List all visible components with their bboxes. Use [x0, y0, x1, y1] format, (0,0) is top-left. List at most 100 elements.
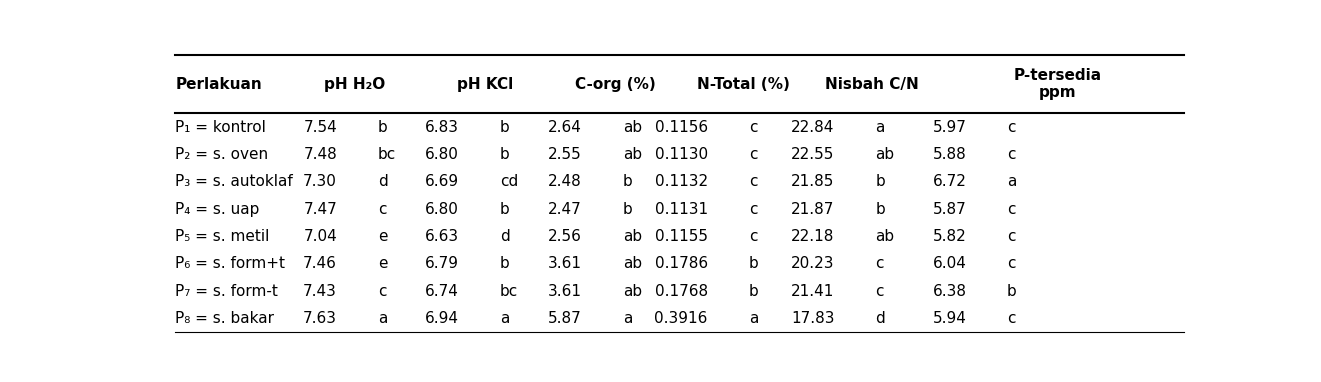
Text: b: b [1007, 284, 1016, 299]
Text: b: b [499, 256, 510, 272]
Text: 7.43: 7.43 [304, 284, 337, 299]
Text: 2.47: 2.47 [548, 202, 581, 217]
Text: b: b [499, 120, 510, 135]
Text: 17.83: 17.83 [791, 311, 835, 326]
Text: P₄ = s. uap: P₄ = s. uap [176, 202, 260, 217]
Text: c: c [749, 147, 757, 162]
Text: 22.18: 22.18 [791, 229, 835, 244]
Text: 0.1155: 0.1155 [655, 229, 708, 244]
Text: bc: bc [378, 147, 396, 162]
Text: 7.47: 7.47 [304, 202, 337, 217]
Text: c: c [1007, 311, 1015, 326]
Text: cd: cd [499, 174, 518, 189]
Text: 6.79: 6.79 [425, 256, 458, 272]
Text: c: c [1007, 120, 1015, 135]
Text: P₆ = s. form+t: P₆ = s. form+t [176, 256, 285, 272]
Text: P₁ = kontrol: P₁ = kontrol [176, 120, 267, 135]
Text: 22.55: 22.55 [791, 147, 835, 162]
Text: 21.87: 21.87 [791, 202, 835, 217]
Text: b: b [622, 202, 633, 217]
Text: c: c [1007, 202, 1015, 217]
Text: 7.63: 7.63 [303, 311, 337, 326]
Text: C-org (%): C-org (%) [575, 76, 657, 92]
Text: P₅ = s. metil: P₅ = s. metil [176, 229, 269, 244]
Text: 7.30: 7.30 [304, 174, 337, 189]
Text: P₂ = s. oven: P₂ = s. oven [176, 147, 268, 162]
Text: 6.63: 6.63 [425, 229, 458, 244]
Text: c: c [1007, 229, 1015, 244]
Text: a: a [876, 120, 885, 135]
Text: c: c [749, 120, 757, 135]
Text: 7.54: 7.54 [304, 120, 337, 135]
Text: 5.97: 5.97 [933, 120, 967, 135]
Text: 6.38: 6.38 [933, 284, 967, 299]
Text: a: a [622, 311, 633, 326]
Text: 2.48: 2.48 [548, 174, 581, 189]
Text: 7.48: 7.48 [304, 147, 337, 162]
Text: 5.87: 5.87 [548, 311, 581, 326]
Text: c: c [378, 284, 387, 299]
Text: c: c [749, 202, 757, 217]
Text: d: d [378, 174, 388, 189]
Text: bc: bc [499, 284, 518, 299]
Text: e: e [378, 256, 387, 272]
Text: ab: ab [876, 147, 894, 162]
Text: b: b [622, 174, 633, 189]
Text: 6.80: 6.80 [425, 202, 458, 217]
Text: 0.1132: 0.1132 [655, 174, 708, 189]
Text: 0.1131: 0.1131 [655, 202, 708, 217]
Text: b: b [876, 202, 885, 217]
Text: P₇ = s. form-t: P₇ = s. form-t [176, 284, 279, 299]
Text: 6.74: 6.74 [425, 284, 458, 299]
Text: b: b [876, 174, 885, 189]
Text: c: c [876, 284, 884, 299]
Text: N-Total (%): N-Total (%) [697, 76, 790, 92]
Text: pH H₂O: pH H₂O [324, 76, 386, 92]
Text: c: c [1007, 147, 1015, 162]
Text: b: b [749, 256, 758, 272]
Text: 0.1156: 0.1156 [655, 120, 708, 135]
Text: 5.88: 5.88 [933, 147, 967, 162]
Text: 21.41: 21.41 [791, 284, 835, 299]
Text: 5.87: 5.87 [933, 202, 967, 217]
Text: a: a [1007, 174, 1016, 189]
Text: Nisbah C/N: Nisbah C/N [824, 76, 918, 92]
Text: ab: ab [876, 229, 894, 244]
Text: 3.61: 3.61 [548, 256, 581, 272]
Text: 6.69: 6.69 [425, 174, 458, 189]
Text: a: a [499, 311, 510, 326]
Text: b: b [749, 284, 758, 299]
Text: 7.04: 7.04 [304, 229, 337, 244]
Text: 2.55: 2.55 [548, 147, 581, 162]
Text: 2.64: 2.64 [548, 120, 581, 135]
Text: ab: ab [622, 120, 642, 135]
Text: 0.1786: 0.1786 [655, 256, 708, 272]
Text: 22.84: 22.84 [791, 120, 835, 135]
Text: 0.1768: 0.1768 [655, 284, 708, 299]
Text: b: b [499, 147, 510, 162]
Text: c: c [749, 229, 757, 244]
Text: pH KCl: pH KCl [457, 76, 514, 92]
Text: 6.83: 6.83 [425, 120, 458, 135]
Text: Perlakuan: Perlakuan [176, 76, 262, 92]
Text: ab: ab [622, 147, 642, 162]
Text: a: a [749, 311, 758, 326]
Text: 5.82: 5.82 [933, 229, 967, 244]
Text: 6.72: 6.72 [933, 174, 967, 189]
Text: a: a [378, 311, 387, 326]
Text: P-tersedia
ppm: P-tersedia ppm [1013, 68, 1102, 100]
Text: P₈ = s. bakar: P₈ = s. bakar [176, 311, 275, 326]
Text: e: e [378, 229, 387, 244]
Text: 7.46: 7.46 [304, 256, 337, 272]
Text: c: c [749, 174, 757, 189]
Text: d: d [876, 311, 885, 326]
Text: 0.3916: 0.3916 [654, 311, 708, 326]
Text: 20.23: 20.23 [791, 256, 835, 272]
Text: c: c [378, 202, 387, 217]
Text: 6.80: 6.80 [425, 147, 458, 162]
Text: 2.56: 2.56 [548, 229, 581, 244]
Text: 5.94: 5.94 [933, 311, 967, 326]
Text: c: c [876, 256, 884, 272]
Text: 6.94: 6.94 [425, 311, 458, 326]
Text: b: b [499, 202, 510, 217]
